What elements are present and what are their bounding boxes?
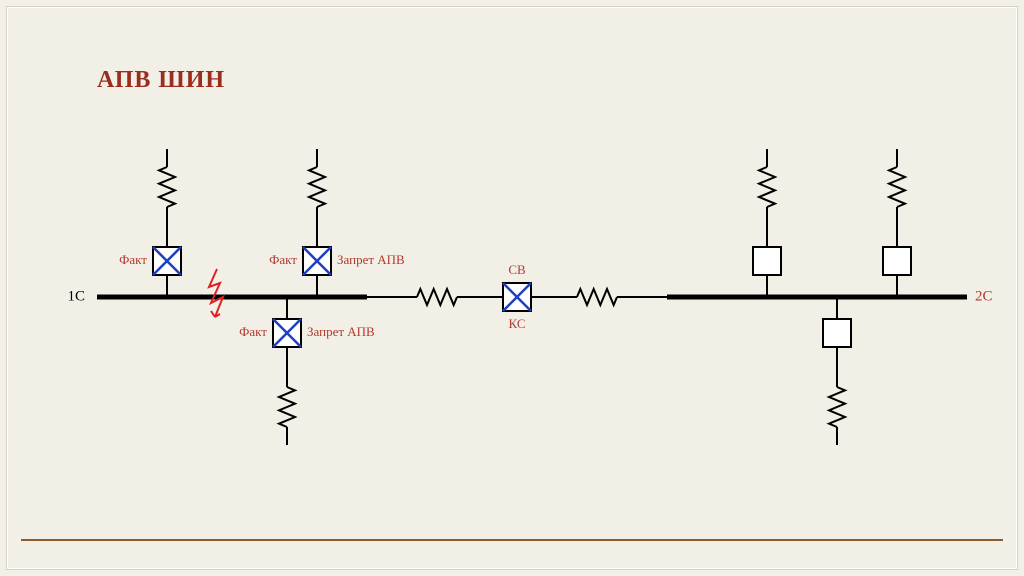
reactor-vertical <box>159 167 175 207</box>
bus-label-left: 1С <box>67 288 85 304</box>
reactor-vertical <box>889 167 905 207</box>
reactor-vertical <box>279 387 295 427</box>
footer-rule <box>21 539 1003 541</box>
reactor-horizontal <box>577 289 617 305</box>
reactor-vertical <box>309 167 325 207</box>
feeder-label-left: Факт <box>119 252 147 267</box>
breaker-open <box>823 319 851 347</box>
feeder-label-right: Запрет АПВ <box>337 252 405 267</box>
breaker-open <box>753 247 781 275</box>
center-breaker-label-top: СВ <box>508 262 526 277</box>
reactor-vertical <box>759 167 775 207</box>
center-breaker-label-bottom: КС <box>508 316 525 331</box>
fault-lightning-icon <box>209 269 223 317</box>
feeder-label-left: Факт <box>269 252 297 267</box>
busbar-diagram: 1С 2С СВ КС Факт Факт Запрет АПВ Факт Запрет АПВ <box>7 7 1024 576</box>
feeder-label-left: Факт <box>239 324 267 339</box>
slide-frame: АПВ ШИН 1С2ССВКСФактФактЗапрет АПВФактЗа… <box>6 6 1018 570</box>
bus-label-right: 2С <box>975 288 993 304</box>
feeder-label-right: Запрет АПВ <box>307 324 375 339</box>
reactor-vertical <box>829 387 845 427</box>
breaker-open <box>883 247 911 275</box>
reactor-horizontal <box>417 289 457 305</box>
